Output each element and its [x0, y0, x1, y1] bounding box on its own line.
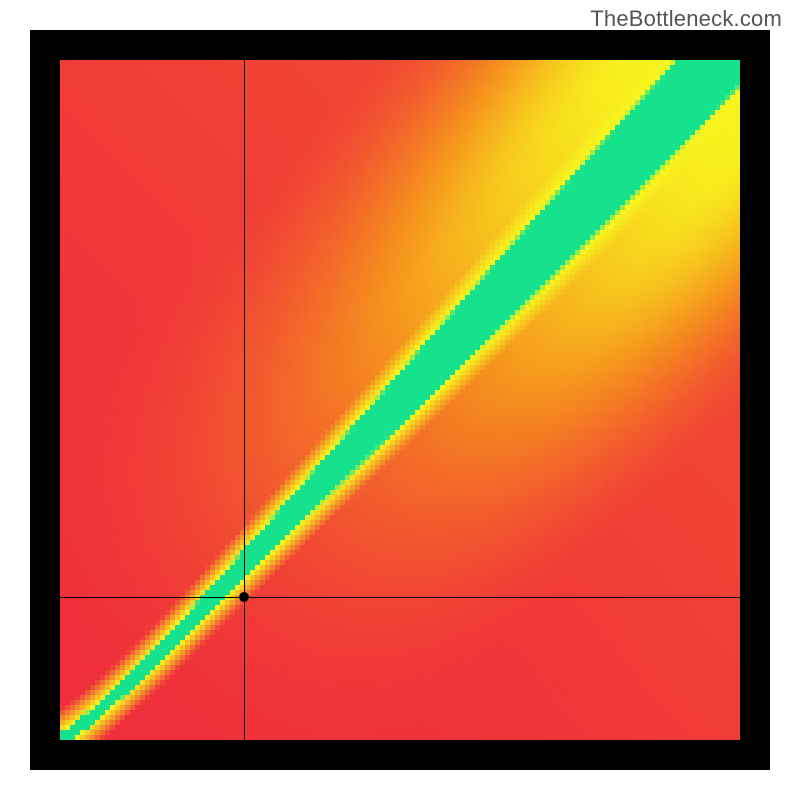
marker-dot: [239, 592, 249, 602]
heatmap-plot-area: [60, 60, 740, 740]
crosshair-vertical: [244, 60, 245, 740]
crosshair-horizontal: [60, 597, 740, 598]
heatmap-canvas: [60, 60, 740, 740]
watermark-text: TheBottleneck.com: [590, 6, 782, 32]
chart-outer-frame: [30, 30, 770, 770]
